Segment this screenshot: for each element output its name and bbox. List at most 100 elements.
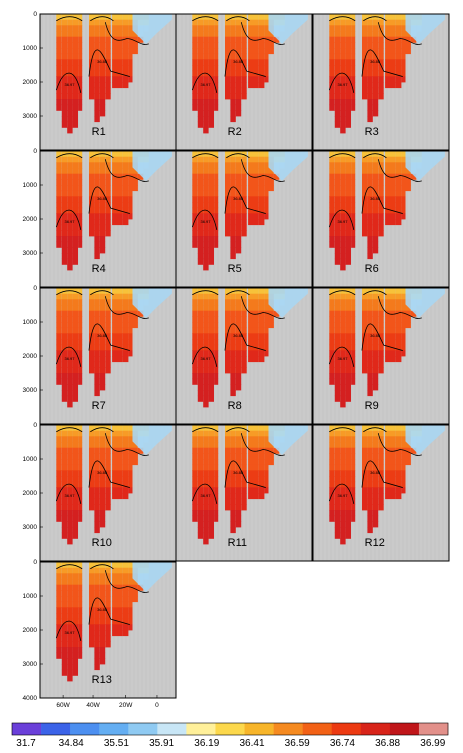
data-cell [362, 42, 368, 49]
data-cell [203, 481, 209, 488]
data-cell [197, 110, 204, 117]
colorbar-label: 36.59 [285, 738, 310, 749]
data-cell [235, 99, 242, 106]
data-cell [192, 373, 198, 380]
data-cell [340, 156, 346, 163]
data-cell [378, 70, 384, 77]
data-cell [117, 464, 123, 471]
data-cell [123, 630, 129, 637]
data-cell [78, 356, 83, 363]
data-cell [72, 481, 78, 488]
data-cell [67, 390, 73, 397]
data-cell [128, 333, 133, 340]
data-cell [99, 65, 106, 72]
data-cell [334, 110, 341, 117]
data-cell [345, 521, 351, 528]
data-cell [259, 453, 265, 460]
data-cell [340, 356, 346, 363]
data-cell [72, 384, 78, 391]
data-cell [372, 504, 379, 511]
data-cell [132, 173, 138, 180]
contour-line [377, 159, 422, 182]
data-cell [128, 350, 133, 357]
panel-label: R13 [92, 674, 112, 686]
y-tick-label: 1000 [23, 182, 38, 189]
data-cell [61, 48, 68, 55]
data-cell [230, 493, 236, 500]
data-cell [192, 241, 198, 248]
data-cell [203, 493, 209, 500]
data-cell [367, 230, 373, 237]
contour-line [329, 16, 387, 22]
data-cell [192, 185, 198, 192]
data-cell [89, 464, 95, 471]
data-cell [214, 344, 219, 351]
data-cell [230, 476, 236, 483]
data-cell [99, 185, 106, 192]
data-cell [378, 356, 384, 363]
data-cell [132, 579, 138, 586]
data-cell [329, 339, 335, 346]
data-cell [253, 453, 259, 460]
contour-line [224, 323, 266, 351]
colorbar-segment [360, 723, 391, 735]
data-cell [362, 322, 368, 329]
data-cell [401, 151, 406, 158]
data-cell [401, 459, 406, 466]
data-cell [192, 156, 198, 163]
data-cell [268, 447, 274, 454]
data-cell [56, 305, 62, 312]
data-cell [78, 299, 83, 306]
data-cell [248, 305, 254, 312]
data-cell [264, 350, 269, 357]
data-cell [235, 70, 242, 77]
data-cell [362, 65, 368, 72]
data-cell [56, 498, 62, 505]
panel-label: R3 [365, 126, 379, 138]
data-cell [225, 498, 231, 505]
data-cell [345, 65, 351, 72]
data-cell [61, 590, 68, 597]
data-cell [340, 219, 346, 226]
data-cell [214, 504, 219, 511]
data-cell [241, 293, 247, 300]
data-cell [72, 641, 78, 648]
data-cell [248, 425, 254, 432]
data-cell [329, 481, 335, 488]
data-cell [112, 151, 118, 158]
data-cell [99, 110, 106, 117]
data-cell [61, 253, 68, 260]
data-cell [56, 504, 62, 511]
data-cell [401, 288, 406, 295]
data-cell [128, 179, 133, 186]
data-cell [61, 31, 68, 38]
data-cell [334, 190, 341, 197]
data-cell [329, 53, 335, 60]
panel-label: R8 [228, 400, 242, 412]
data-cell [345, 493, 351, 500]
data-cell [264, 207, 269, 214]
data-cell [78, 373, 83, 380]
data-cell [367, 481, 373, 488]
data-cell [259, 487, 265, 494]
data-cell [132, 36, 138, 43]
data-cell [235, 378, 242, 385]
data-cell [334, 253, 341, 260]
data-cell [203, 390, 209, 397]
data-cell [340, 82, 346, 89]
data-cell [72, 110, 78, 117]
data-cell [372, 299, 379, 306]
data-cell [225, 219, 231, 226]
data-cell [372, 339, 379, 346]
data-cell [329, 378, 335, 385]
data-cell [351, 436, 356, 443]
data-cell [372, 59, 379, 66]
data-cell [192, 344, 198, 351]
data-cell [89, 207, 95, 214]
data-cell [259, 168, 265, 175]
data-cell [94, 470, 100, 477]
data-cell [203, 168, 209, 175]
data-cell [345, 76, 351, 83]
data-cell [351, 53, 356, 60]
data-cell [401, 327, 406, 334]
